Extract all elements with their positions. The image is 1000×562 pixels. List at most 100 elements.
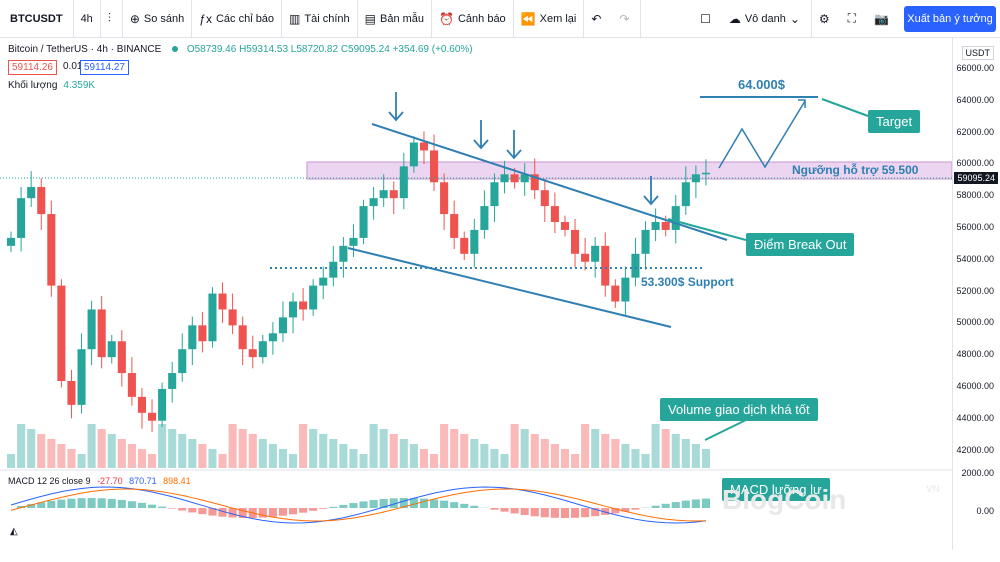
ohlc-values: O58739.46 H59314.53 L58720.82 C59095.24 … [186, 44, 473, 55]
candle-body [248, 349, 257, 358]
macd-hist-value: -27.70 [97, 476, 123, 486]
macd-histogram-bar [198, 508, 207, 515]
macd-histogram-bar [218, 508, 227, 517]
candle-body [37, 187, 46, 215]
market-open-icon [172, 46, 179, 53]
buy-price-box[interactable]: 59114.27 [80, 60, 129, 75]
target-price-label: 64.000$ [738, 77, 785, 92]
sell-price-box[interactable]: 59114.26 [8, 60, 57, 75]
indicators-button[interactable]: ƒx Các chỉ báo [192, 0, 283, 38]
target-connector [821, 98, 869, 117]
volume-bar [67, 449, 76, 468]
macd-histogram-bar [77, 498, 86, 508]
symbol-search[interactable]: BTCUSDT [0, 0, 74, 38]
macd-histogram-bar [208, 508, 217, 516]
volume-bar [671, 434, 680, 468]
candle-body [681, 182, 690, 207]
volume-bar [430, 454, 439, 468]
breakout-callout: Điểm Break Out [746, 233, 855, 256]
macd-histogram-bar [430, 499, 439, 508]
candle-body [158, 388, 167, 421]
price-tick: 58000.00 [956, 190, 994, 201]
candle-body [601, 245, 610, 286]
macd-histogram-bar [581, 508, 590, 518]
volume-bar [127, 444, 136, 468]
snapshot-button[interactable]: 📷 [867, 0, 900, 38]
volume-bar [661, 429, 670, 468]
upper-trendline [371, 123, 728, 241]
candle-body [520, 174, 529, 183]
volume-bar [601, 434, 610, 468]
volume-bar [520, 429, 529, 468]
volume-bar [359, 454, 368, 468]
layout-name-selector[interactable]: ☁ Vô danh ⌄ [722, 0, 812, 38]
volume-bar [37, 434, 46, 468]
volume-bar [611, 439, 620, 468]
alarm-clock-icon: ⏰ [439, 11, 454, 26]
macd-histogram-bar [460, 503, 469, 508]
price-tick: 52000.00 [956, 285, 994, 296]
macd-histogram-bar [500, 508, 509, 512]
price-tick: 60000.00 [956, 158, 994, 169]
volume-bar [258, 439, 267, 468]
price-tick: 50000.00 [956, 317, 994, 328]
candle-body [87, 309, 96, 350]
macd-histogram-bar [389, 498, 398, 508]
candle-body [540, 190, 549, 207]
macd-histogram-bar [97, 498, 106, 508]
volume-bar [218, 454, 227, 468]
volume-bar [198, 444, 207, 468]
candle-body [117, 341, 126, 374]
candle-body [309, 285, 318, 310]
fullscreen-button[interactable]: ⛶ [841, 0, 867, 38]
projection-path [718, 100, 806, 169]
alerts-button[interactable]: ⏰ Cảnh báo [432, 0, 514, 38]
candle-body [67, 381, 76, 405]
financials-button[interactable]: ▥ Tài chính [282, 0, 358, 38]
macd-histogram-bar [178, 508, 187, 511]
volume-bar [631, 449, 640, 468]
macd-histogram-bar [571, 508, 580, 518]
volume-bar [409, 444, 418, 468]
currency-label[interactable]: USDT [961, 46, 994, 60]
candle-body [268, 333, 277, 342]
settings-button[interactable]: ⚙ [812, 0, 841, 38]
price-tick: 48000.00 [956, 349, 994, 360]
volume-bar [107, 434, 116, 468]
redo-button[interactable]: ↷ [612, 0, 642, 38]
macd-histogram-bar [611, 508, 620, 514]
volume-legend: Khối lượng 4.359K [8, 80, 95, 91]
macd-histogram-bar [671, 502, 680, 508]
macd-legend: MACD 12 26 close 9 -27.70 870.71 898.41 [8, 476, 191, 486]
candle-body [691, 174, 700, 183]
candle-body [550, 206, 559, 222]
publish-idea-button[interactable]: Xuất bản ý tưởng [904, 6, 996, 32]
replay-button[interactable]: ⏪ Xem lại [514, 0, 585, 38]
chart-style-button[interactable]: ⫶ [101, 0, 123, 38]
volume-bar [691, 444, 700, 468]
compare-button[interactable]: ⊕ So sánh [123, 0, 193, 38]
indicators-icon: ƒx [199, 11, 212, 26]
volume-bar [228, 424, 237, 468]
candle-body [450, 214, 459, 238]
undo-button[interactable]: ↶ [584, 0, 612, 38]
price-tick: 54000.00 [956, 253, 994, 264]
breakout-connector [667, 218, 747, 241]
macd-histogram-bar [27, 504, 36, 508]
templates-button[interactable]: ▤ Bản mẫu [358, 0, 433, 38]
price-axis[interactable] [952, 38, 1000, 550]
macd-histogram-bar [47, 500, 56, 508]
candle-body [651, 222, 660, 230]
volume-bar [399, 439, 408, 468]
compare-label: So sánh [143, 12, 185, 25]
volume-bar [540, 439, 549, 468]
chart-legend: Bitcoin / TetherUS · 4h · BINANCE O58739… [8, 44, 473, 55]
layout-button[interactable]: ☐ [693, 0, 722, 38]
watermark-logo: BlogCoin [722, 484, 847, 515]
candle-body [389, 190, 398, 199]
volume-bar [289, 454, 298, 468]
square-icon: ☐ [700, 11, 711, 26]
macd-line [10, 486, 707, 524]
interval-selector[interactable]: 4h [74, 0, 101, 38]
